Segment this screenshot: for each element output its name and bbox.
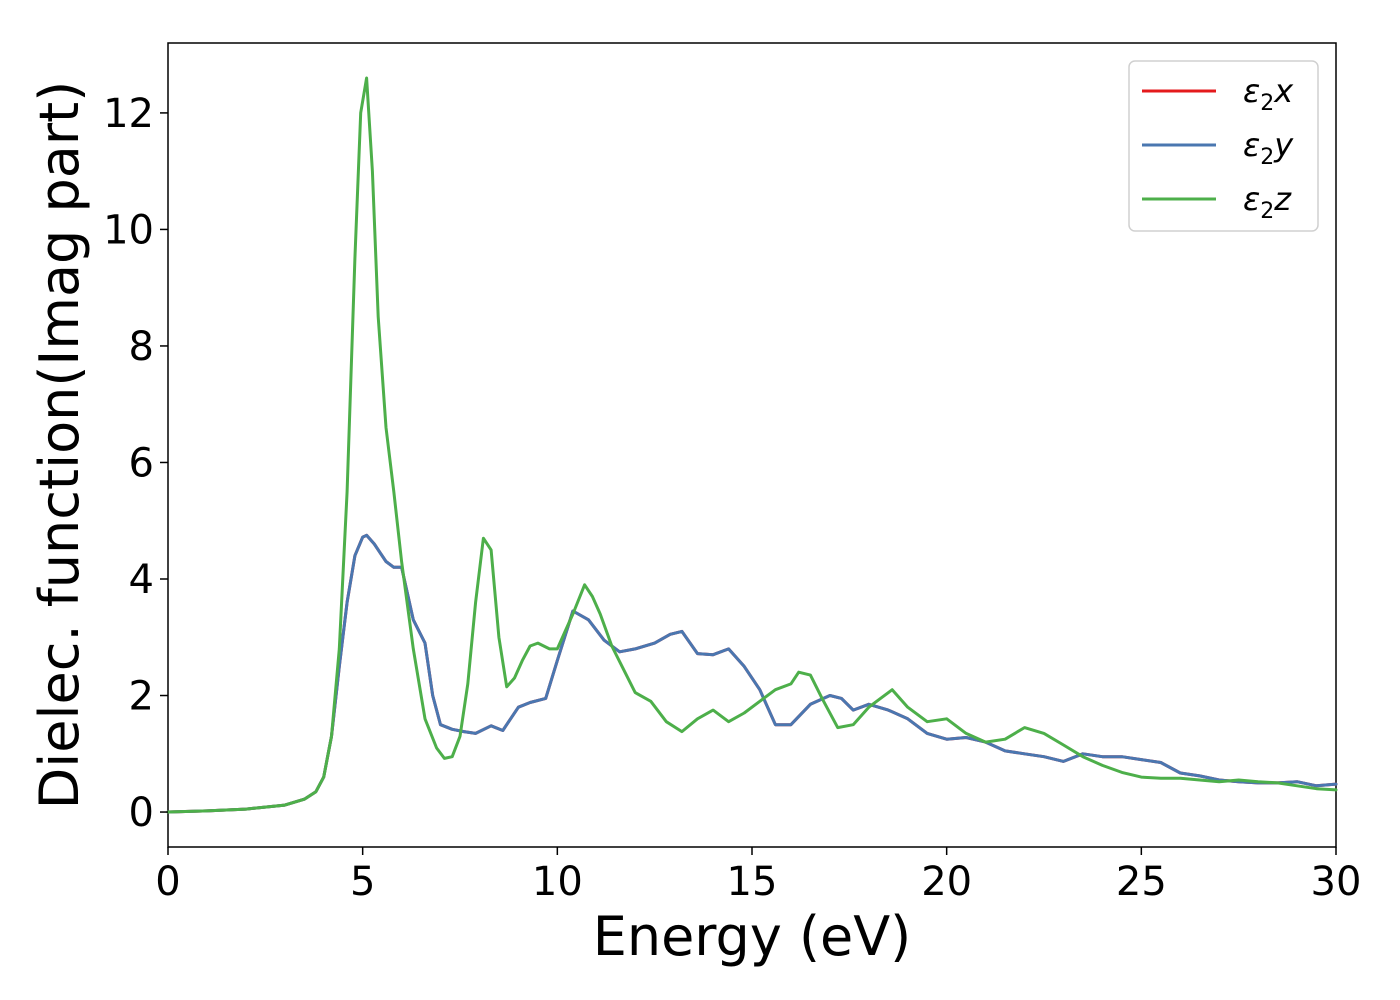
x-tick-label: 25 — [1116, 859, 1167, 905]
x-tick-label: 30 — [1311, 859, 1362, 905]
x-axis: 0 5 10 15 20 25 30 — [155, 847, 1361, 905]
x-tick-label: 15 — [727, 859, 778, 905]
x-tick-label: 5 — [350, 859, 375, 905]
y-tick-label: 12 — [103, 91, 154, 137]
y-tick-label: 10 — [103, 207, 154, 253]
series-line-z — [166, 76, 1338, 814]
legend-label-z: ε2z — [1243, 180, 1292, 224]
x-tick-label: 0 — [155, 859, 180, 905]
x-tick-label: 10 — [532, 859, 583, 905]
y-axis: 0 2 4 6 8 10 12 — [103, 91, 168, 836]
legend-label-x: ε2x — [1243, 72, 1294, 116]
legend-box — [1128, 60, 1319, 232]
y-tick-label: 8 — [129, 324, 154, 370]
y-tick-label: 4 — [129, 557, 154, 603]
x-tick-label: 20 — [921, 859, 972, 905]
y-tick-label: 2 — [129, 674, 154, 720]
legend-label-y: ε2y — [1243, 126, 1294, 170]
y-tick-label: 6 — [129, 440, 154, 486]
x-axis-title: Energy (eV) — [593, 905, 912, 968]
y-axis-title: Dielec. function(Imag part) — [28, 81, 91, 810]
series-line-y — [166, 533, 1338, 814]
series-layer — [166, 76, 1338, 814]
y-tick-label: 0 — [129, 790, 154, 836]
legend: ε2x ε2y ε2z — [1128, 60, 1319, 232]
